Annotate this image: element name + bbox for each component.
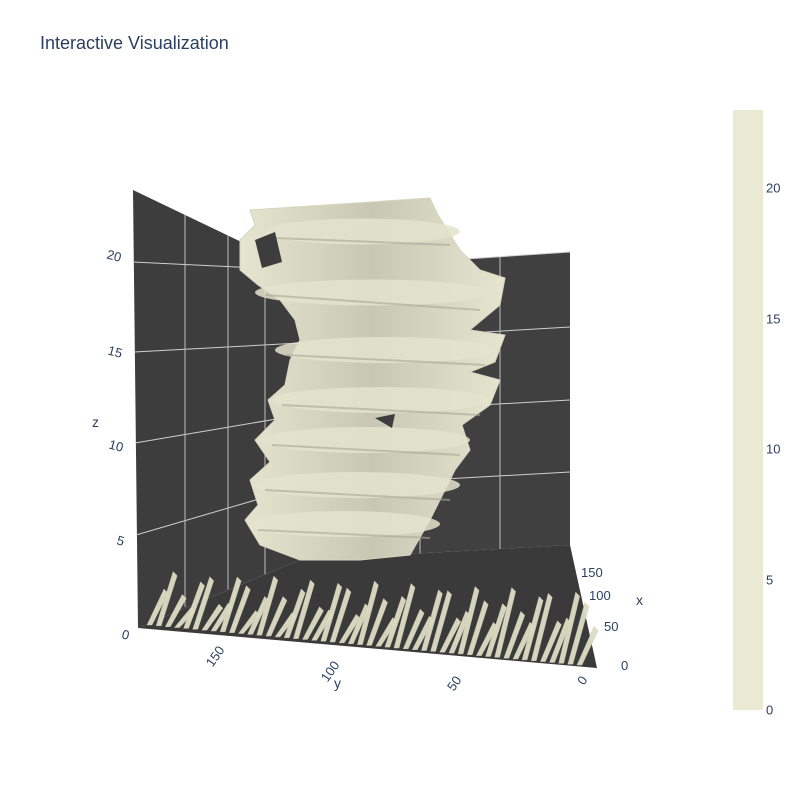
y-tick-label: 150 xyxy=(203,643,228,669)
isosurface-shadow xyxy=(284,354,486,366)
floor-ridge xyxy=(540,620,562,662)
x-axis-ticks: 0 50 100 150 xyxy=(581,565,628,673)
floor-ridge xyxy=(293,579,315,639)
floor-ridge xyxy=(320,582,343,642)
colorbar-tick-label: 15 xyxy=(766,311,781,327)
x-tick-label: 50 xyxy=(604,619,618,634)
floor-surface xyxy=(146,571,599,666)
floor-ridge xyxy=(393,583,416,649)
x-axis-title: x xyxy=(636,592,643,608)
y-axis-title: y xyxy=(334,675,341,691)
z-axis-title: z xyxy=(92,414,99,430)
floor-ridge xyxy=(219,576,242,633)
isosurface-hole xyxy=(375,414,395,428)
floor-ridge xyxy=(466,600,489,656)
z-tick-label: 10 xyxy=(107,437,125,455)
floor-ridge xyxy=(183,581,205,629)
floor-ridge xyxy=(485,603,507,657)
grid-line-z xyxy=(133,342,301,353)
isosurface-shadow xyxy=(264,294,481,311)
chart-title: Interactive Visualization xyxy=(40,33,229,53)
floor-ridge xyxy=(283,588,306,639)
colorbar-tick-label: 10 xyxy=(766,441,781,457)
floor-ridge xyxy=(228,585,251,633)
y-tick-label: 0 xyxy=(574,673,590,688)
floor-ridge xyxy=(494,587,516,658)
floor-ridge xyxy=(567,602,590,665)
isosurface xyxy=(239,197,506,561)
z-axis-ticks: 0 5 10 15 20 xyxy=(105,247,131,643)
isosurface-shadow xyxy=(281,404,481,416)
floor-ridge xyxy=(421,589,443,651)
floor-ridge xyxy=(457,585,480,655)
colorbar-tick-label: 20 xyxy=(766,180,781,196)
colorbar-tick-label: 5 xyxy=(766,572,774,588)
z-tick-label: 15 xyxy=(106,343,124,361)
isosurface-shadow xyxy=(264,489,451,501)
isosurface-hole xyxy=(255,232,282,268)
floor-ridge xyxy=(503,610,526,659)
isosurface-band xyxy=(265,218,460,245)
colorbar-tick-label: 0 xyxy=(766,702,774,718)
floor-ridge xyxy=(155,571,178,627)
isosurface-shadow xyxy=(257,529,431,539)
floor-ridge xyxy=(201,603,224,631)
floor-ridge xyxy=(302,606,324,640)
floor-ridge xyxy=(521,596,544,661)
y-tick-label: 50 xyxy=(444,673,465,693)
isosurface-shadow xyxy=(274,237,451,246)
floor-ridge xyxy=(256,575,279,636)
isosurface-band xyxy=(248,511,440,537)
floor-ridge xyxy=(576,626,599,666)
x-tick-label: 0 xyxy=(621,658,628,673)
floor-ridge xyxy=(402,608,425,650)
floor-ridge xyxy=(357,580,379,645)
floor-ridge xyxy=(558,591,580,664)
floor-ridge xyxy=(164,594,187,627)
floor-ridge xyxy=(530,592,553,661)
floor-ridge xyxy=(384,595,407,648)
z-tick-label: 5 xyxy=(115,533,126,549)
floor-ridge xyxy=(366,598,388,646)
floor-ridge xyxy=(265,596,288,637)
z-tick-label: 0 xyxy=(120,627,131,643)
colorbar xyxy=(733,110,763,710)
x-tick-label: 150 xyxy=(581,565,603,580)
grid-line-z xyxy=(134,414,301,444)
floor-ridge xyxy=(430,590,452,652)
isosurface-shadow xyxy=(271,444,461,456)
x-tick-label: 100 xyxy=(589,588,611,603)
floor-ridge xyxy=(192,576,215,630)
z-tick-label: 20 xyxy=(105,247,123,265)
floor-ridge xyxy=(329,587,352,643)
floor-ridge xyxy=(439,617,462,653)
